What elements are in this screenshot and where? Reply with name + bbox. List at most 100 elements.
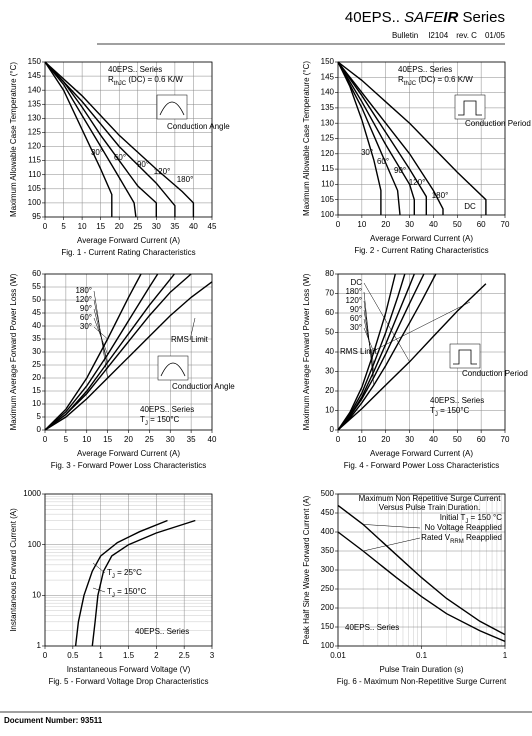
caption: Fig. 5 - Forward Voltage Drop Characteri… xyxy=(48,677,208,686)
series-label: 30° xyxy=(80,322,92,331)
series-line xyxy=(44,61,195,217)
sine-waveform xyxy=(160,362,186,377)
x-tick-label: 40 xyxy=(429,220,438,229)
annotation: 40EPS.. Series xyxy=(398,65,452,74)
x-axis-label: Pulse Train Duration (s) xyxy=(379,665,463,674)
x-tick-label: 10 xyxy=(357,435,366,444)
y-tick-label: 135 xyxy=(28,99,42,108)
y-tick-label: 20 xyxy=(32,373,41,382)
y-axis-label: Maximum Allowable Case Temperature (°C) xyxy=(9,62,18,217)
y-tick-label: 110 xyxy=(28,170,41,179)
x-axis-label: Average Forward Current (A) xyxy=(370,449,473,458)
series-label: 180° xyxy=(177,175,194,184)
x-tick-label: 20 xyxy=(115,222,124,231)
subscript: J xyxy=(435,412,438,418)
caption: Fig. 1 - Current Rating Characteristics xyxy=(61,248,195,257)
series-label: 180° xyxy=(75,286,92,295)
series-line xyxy=(337,61,487,215)
text-part: T xyxy=(107,587,112,596)
y-tick-label: 110 xyxy=(321,180,334,189)
leader-line xyxy=(93,290,108,379)
y-tick-label: 500 xyxy=(321,489,335,498)
brand-ir: IR xyxy=(443,9,458,26)
series-line xyxy=(337,61,415,215)
annotation: TJ = 150°C xyxy=(430,406,470,417)
x-axis-label: Instantaneous Forward Voltage (V) xyxy=(67,665,191,674)
series-label: 30° xyxy=(361,148,373,157)
series-label: 90° xyxy=(394,166,406,175)
y-tick-label: 120 xyxy=(28,142,42,151)
x-tick-label: 30 xyxy=(405,435,414,444)
subscript: thJC xyxy=(404,81,417,87)
x-tick-label: 15 xyxy=(103,435,112,444)
leader-line xyxy=(92,562,106,574)
y-tick-label: 50 xyxy=(32,295,41,304)
y-tick-label: 35 xyxy=(32,334,41,343)
series-label: Rated VRRM Reapplied xyxy=(421,533,502,544)
x-tick-label: 2.5 xyxy=(179,651,191,660)
subscript: J xyxy=(112,574,115,580)
x-tick-label: 70 xyxy=(501,435,510,444)
text-part: T xyxy=(430,406,435,415)
plot-frame xyxy=(44,61,213,218)
subscript: J xyxy=(145,421,148,427)
annotation: Initial TJ = 150 °C xyxy=(440,513,503,524)
x-tick-label: 25 xyxy=(145,435,154,444)
series-line xyxy=(337,273,425,431)
y-tick-label: 135 xyxy=(321,103,335,112)
y-axis-label: Maximum Average Forward Power Loss (W) xyxy=(9,273,18,430)
y-tick-label: 150 xyxy=(28,57,42,66)
x-tick-label: 10 xyxy=(82,435,91,444)
caption: Fig. 4 - Forward Power Loss Characterist… xyxy=(344,461,500,470)
series-label: 30° xyxy=(350,323,362,332)
bulletin-line: Bulletin I2104 rev. C 01/05 xyxy=(392,31,506,40)
annotation: Conduction Angle xyxy=(172,382,235,391)
leader-line xyxy=(92,587,106,593)
series-line xyxy=(337,61,401,216)
x-axis-label: Average Forward Current (A) xyxy=(77,449,180,458)
text-part: = 25°C xyxy=(115,568,142,577)
series-line xyxy=(44,61,113,217)
x-tick-label: 40 xyxy=(429,435,438,444)
x-tick-label: 50 xyxy=(453,435,462,444)
x-tick-label: 0 xyxy=(336,435,341,444)
text-part: (DC) = 0.6 K/W xyxy=(416,75,473,84)
x-axis-label: Average Forward Current (A) xyxy=(77,236,180,245)
plot-frame xyxy=(44,273,213,431)
series: Series xyxy=(462,9,505,26)
y-tick-label: 1000 xyxy=(23,489,41,498)
x-tick-label: 1.5 xyxy=(123,651,135,660)
y-tick-label: 80 xyxy=(325,269,334,278)
series-label: 60° xyxy=(114,153,126,162)
bulletin-no: I2104 xyxy=(428,31,449,40)
model: 40EPS.. xyxy=(345,9,400,26)
x-tick-label: 20 xyxy=(381,435,390,444)
x-axis-label: Average Forward Current (A) xyxy=(370,234,473,243)
subscript: thJC xyxy=(114,81,127,87)
x-tick-label: 20 xyxy=(124,435,133,444)
x-tick-label: 0 xyxy=(43,651,48,660)
series-label: 120° xyxy=(345,296,362,305)
y-tick-label: 250 xyxy=(321,584,335,593)
series-label: 30° xyxy=(91,148,103,157)
annotation: 40EPS.. Series xyxy=(108,65,162,74)
y-tick-label: 200 xyxy=(321,603,335,612)
text-part: Reapplied xyxy=(464,533,502,542)
y-tick-label: 115 xyxy=(321,164,334,173)
caption: Fig. 6 - Maximum Non-Repetitive Surge Cu… xyxy=(337,677,507,686)
y-tick-label: 25 xyxy=(32,360,41,369)
caption: Fig. 2 - Current Rating Characteristics xyxy=(354,246,488,255)
y-tick-label: 30 xyxy=(32,347,41,356)
sine-waveform xyxy=(159,101,185,116)
x-tick-label: 1 xyxy=(503,651,508,660)
y-tick-label: 140 xyxy=(321,88,335,97)
series-line xyxy=(337,61,427,215)
annotation: Versus Pulse Train Duration. xyxy=(379,503,480,512)
leader-line xyxy=(363,291,375,386)
series-label: 60° xyxy=(80,313,92,322)
y-tick-label: 10 xyxy=(32,590,41,599)
series-line xyxy=(337,273,437,431)
text-part: R xyxy=(398,75,404,84)
waveform-box xyxy=(454,94,486,120)
x-tick-label: 15 xyxy=(96,222,105,231)
